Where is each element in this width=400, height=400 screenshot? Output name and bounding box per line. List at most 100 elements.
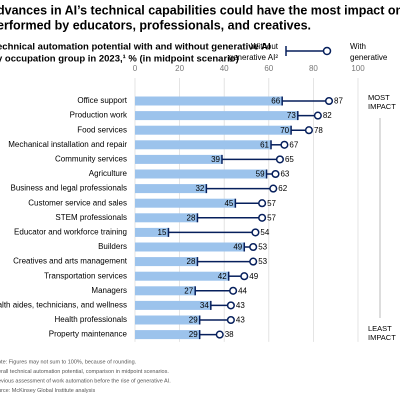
value-label: 87 <box>334 97 343 106</box>
side-label: IMPACT <box>368 333 396 342</box>
value-label: 27 <box>184 286 193 295</box>
category-label: ealth aides, technicians, and wellness <box>0 301 127 310</box>
value-label: 28 <box>187 257 196 266</box>
category-label: Builders <box>98 242 127 251</box>
value-label: 53 <box>258 243 267 252</box>
category-label: Business and legal professionals <box>10 184 127 193</box>
bar <box>135 154 222 164</box>
value-label: 43 <box>236 316 245 325</box>
side-label: MOST <box>368 93 390 102</box>
category-label: Community services <box>55 155 127 164</box>
category-label: Office support <box>77 96 127 105</box>
legend-label: Without generative AI² <box>229 42 279 62</box>
bar <box>135 242 245 252</box>
value-label: 34 <box>200 301 209 310</box>
bar <box>135 96 283 106</box>
value-label: 43 <box>236 301 245 310</box>
bar <box>135 227 169 237</box>
dot <box>275 155 285 164</box>
dot <box>249 242 258 252</box>
dot <box>226 315 235 325</box>
value-label: 49 <box>233 243 242 252</box>
bar <box>135 286 196 296</box>
value-label: 73 <box>287 111 296 120</box>
x-tick-label: 80 <box>309 64 318 73</box>
value-label: 44 <box>238 286 247 295</box>
dot <box>251 228 260 237</box>
bar <box>135 315 200 325</box>
chart-subtitle: y occupation group in 2023,¹ % (in midpo… <box>0 54 239 65</box>
x-tick-label: 100 <box>351 64 365 73</box>
bar <box>135 213 198 223</box>
value-label: 49 <box>249 272 258 281</box>
value-label: 67 <box>289 140 298 149</box>
dot <box>249 257 258 266</box>
value-label: 57 <box>267 199 276 208</box>
category-label: Food services <box>77 125 127 134</box>
category-label: Creatives and arts management <box>13 257 128 266</box>
category-label: Customer service and sales <box>28 198 127 207</box>
bar <box>135 198 236 208</box>
bar <box>135 257 198 267</box>
dot <box>229 286 238 295</box>
bar <box>135 125 292 135</box>
dot <box>269 184 278 193</box>
category-label: STEM professionals <box>55 213 127 222</box>
category-label: Agriculture <box>89 169 128 178</box>
dot <box>258 199 267 208</box>
value-label: 29 <box>189 316 198 325</box>
bar <box>135 184 207 194</box>
value-label: 70 <box>280 126 289 135</box>
chart-title: dvances in AI’s technical capabilities c… <box>0 3 400 17</box>
dot <box>215 330 224 339</box>
value-label: 39 <box>211 155 220 164</box>
dot <box>280 140 289 149</box>
value-label: 65 <box>285 155 294 164</box>
category-label: Health professionals <box>55 315 127 324</box>
bar <box>135 140 272 150</box>
legend-dot <box>322 46 332 56</box>
value-label: 59 <box>256 170 265 179</box>
value-label: 53 <box>258 257 267 266</box>
bar <box>135 271 229 281</box>
value-label: 42 <box>218 272 227 281</box>
footnote: erall technical automation potential, co… <box>0 369 169 375</box>
value-label: 61 <box>260 140 269 149</box>
bar <box>135 330 200 340</box>
side-label: IMPACT <box>368 102 396 111</box>
side-label: LEAST <box>368 324 392 333</box>
category-label: Educator and workforce training <box>14 228 127 237</box>
dot <box>226 301 235 310</box>
category-label: Transportation services <box>44 271 127 280</box>
category-label: Managers <box>91 286 127 295</box>
dot <box>324 96 334 106</box>
category-label: Production work <box>70 111 128 120</box>
category-label: Mechanical installation and repair <box>8 140 127 149</box>
footnote: urce: McKinsey Global Institute analysis <box>0 388 95 394</box>
bar <box>135 111 298 121</box>
value-label: 38 <box>225 330 234 339</box>
dot <box>313 111 322 120</box>
value-label: 62 <box>278 184 287 193</box>
footnote: evious assessment of work automation bef… <box>0 378 171 384</box>
value-label: 82 <box>323 111 332 120</box>
value-label: 32 <box>195 184 204 193</box>
value-label: 15 <box>158 228 167 237</box>
value-label: 28 <box>187 213 196 222</box>
footnote: ote: Figures may not sum to 100%, becaus… <box>0 359 137 365</box>
dot <box>240 272 249 281</box>
value-label: 29 <box>189 330 198 339</box>
bar <box>135 169 267 179</box>
value-label: 66 <box>271 97 280 106</box>
value-label: 45 <box>224 199 233 208</box>
dot <box>271 169 280 179</box>
bar <box>135 300 211 310</box>
x-tick-label: 0 <box>133 64 138 73</box>
category-label: Property maintenance <box>49 330 128 339</box>
chart-subtitle: echnical automation potential with and w… <box>0 42 271 53</box>
x-tick-label: 20 <box>175 64 184 73</box>
value-label: 63 <box>280 170 289 179</box>
x-tick-label: 60 <box>264 64 273 73</box>
dot <box>258 213 267 222</box>
